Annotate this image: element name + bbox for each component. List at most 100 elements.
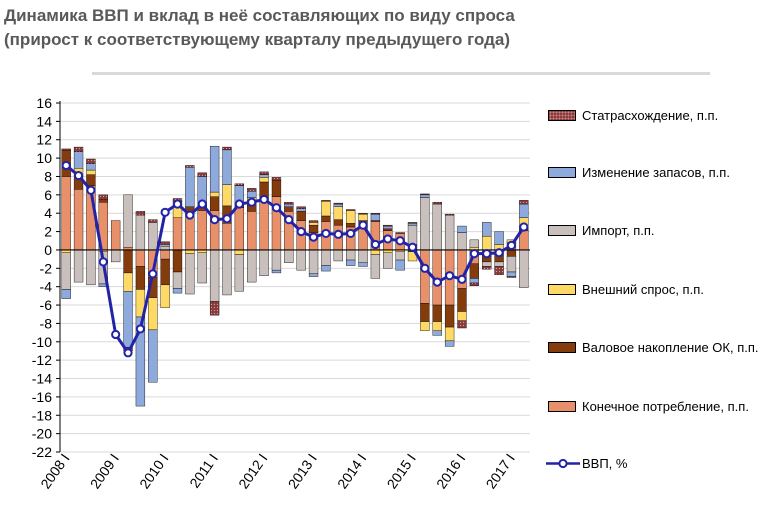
legend-label: Статрасхождение, п.п. [582, 108, 719, 123]
bar-discrepancy [135, 211, 146, 216]
bar-discrepancy [296, 206, 306, 209]
bar-gross_capital [271, 179, 282, 197]
gdp-point [148, 269, 158, 279]
legend-label: Валовое накопление ОК, п.п. [582, 340, 759, 355]
bar-discrepancy [370, 213, 381, 215]
bar-gross_capital [172, 249, 183, 273]
bar-gross_capital [135, 266, 146, 290]
bar-imports [519, 249, 529, 288]
title-divider [92, 72, 710, 75]
gdp-point [271, 203, 282, 213]
bar-imports [370, 254, 381, 279]
bar-imports [111, 249, 121, 263]
bar-discrepancy [86, 158, 96, 164]
y-tick-label: -10 [32, 334, 52, 350]
gdp-point [445, 271, 455, 281]
gdp-point [494, 248, 504, 258]
bar-gross_capital [98, 199, 108, 203]
y-tick-label: -14 [32, 371, 52, 387]
y-tick-label: -20 [32, 426, 52, 442]
gdp-point [506, 240, 517, 250]
bar-imports [308, 249, 319, 275]
y-tick-label: 14 [36, 113, 52, 129]
bar-gross_capital [123, 249, 133, 274]
gdp-point [395, 236, 405, 246]
legend-label: Внешний спрос, п.п. [582, 282, 704, 297]
bar-external_demand [420, 321, 430, 331]
bar-imports [321, 249, 331, 266]
gdp-point [469, 249, 479, 259]
axes [56, 101, 530, 453]
bar-inventories [420, 194, 430, 198]
gdp-point [111, 329, 121, 340]
bar-gross_capital [209, 196, 220, 211]
x-tick-label: 2009 I [87, 451, 122, 492]
bar-discrepancy [185, 165, 195, 168]
x-tick-labels: 2008 I 2009 I 2010 I 2011 I 2012 I 2013 I 2014… [37, 451, 518, 492]
bar-gross_capital [383, 228, 393, 231]
bar-inventories [135, 316, 146, 407]
bar-imports [234, 254, 244, 292]
bar-inventories [333, 203, 343, 207]
bar-external_demand [222, 184, 232, 207]
y-tick-label: -18 [32, 407, 52, 423]
gdp-point [210, 215, 220, 225]
bar-discrepancy [321, 200, 331, 202]
gdp-point [61, 160, 71, 171]
legend-swatch-final-consumption [548, 401, 576, 412]
bar-final_consumption [420, 249, 430, 304]
y-tick-label: -22 [32, 444, 52, 460]
bar-inventories [209, 145, 220, 193]
bar-discrepancy [444, 213, 455, 216]
x-tick-label: 2011 I [186, 451, 221, 491]
bar-gross_capital [469, 263, 479, 279]
y-tick-label: -8 [40, 315, 53, 331]
bar-discrepancy [346, 209, 356, 211]
gdp-point [123, 348, 133, 358]
bar-imports [395, 251, 405, 261]
y-tick-label: 12 [36, 132, 52, 148]
bar-imports [86, 249, 96, 286]
bar-discrepancy [247, 188, 257, 192]
bar-discrepancy [222, 146, 232, 151]
bar-imports [247, 249, 257, 283]
bar-external_demand [432, 321, 442, 331]
bar-gross_capital [321, 215, 331, 222]
bar-imports [494, 261, 504, 267]
bar-imports [296, 249, 306, 271]
gdp-point [457, 274, 467, 284]
bar-imports [172, 271, 183, 289]
gdp-point [519, 222, 529, 232]
bar-external_demand [482, 235, 492, 251]
bar-imports [407, 224, 418, 245]
bar-external_demand [346, 210, 356, 224]
gdp-point [234, 199, 244, 209]
bar-discrepancy [383, 224, 393, 227]
bar-external_demand [308, 222, 319, 226]
gdp-point [432, 277, 442, 287]
y-tick-label: 16 [36, 95, 52, 111]
bar-imports [358, 249, 368, 264]
bar-final_consumption [61, 176, 71, 251]
x-tick-label: 2017 I [482, 451, 517, 492]
bar-inventories [222, 149, 232, 185]
y-tick-label: -12 [32, 352, 52, 368]
legend-label: Конечное потребление, п.п. [582, 399, 749, 414]
bar-inventories [432, 330, 442, 336]
bar-inventories [383, 225, 393, 230]
bar-inventories [61, 289, 71, 299]
bar-imports [185, 253, 195, 295]
bar-inventories [160, 244, 170, 247]
bar-inventories [247, 190, 257, 198]
gdp-point [407, 242, 418, 252]
y-tick-label: 10 [36, 150, 52, 166]
bar-inventories [444, 340, 455, 347]
legend-label: ВВП, % [582, 456, 628, 471]
bar-external_demand [123, 272, 133, 292]
bar-external_demand [333, 206, 343, 220]
y-tick-labels: 16 14 12 10 8 6 4 2 0 -2 -4 -6 -8 -10 -12 -14 -16 -18 -20 -… [32, 95, 52, 460]
x-tick-label: 2010 I [136, 451, 171, 492]
chart-title-line-2: (прирост к соответствующему кварталу пре… [4, 30, 511, 49]
gdp-point [321, 228, 331, 239]
legend-label: Изменение запасов, п.п. [582, 165, 730, 180]
